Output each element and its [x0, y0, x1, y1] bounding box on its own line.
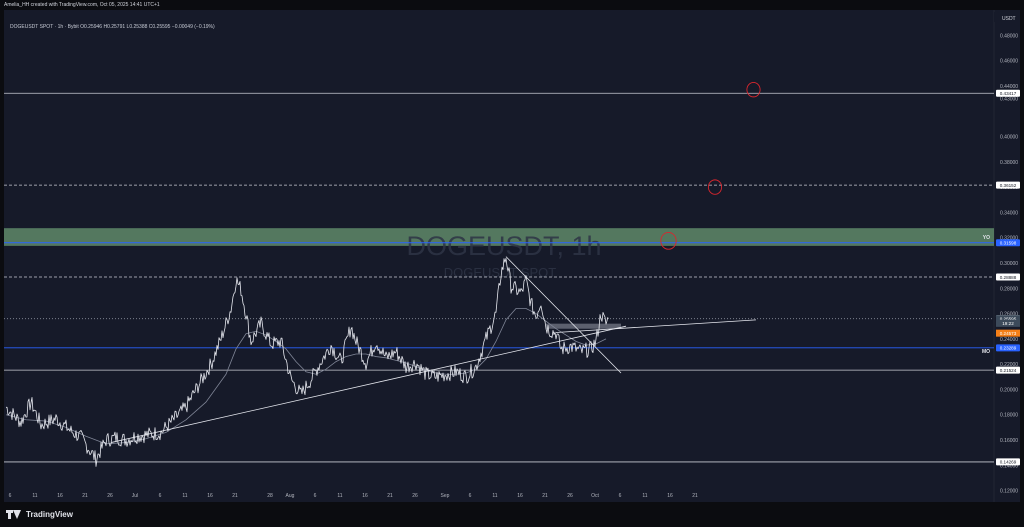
- mo-label: MO: [982, 349, 990, 355]
- consolidation-box: [546, 323, 621, 329]
- x-tick-label: 21: [542, 493, 548, 499]
- y-tick-label: 0.46000: [1000, 59, 1018, 65]
- price-tag: [996, 329, 1020, 337]
- x-tick-label: 6: [159, 493, 162, 499]
- y-tick-label: 0.32000: [1000, 236, 1018, 242]
- level-tag: [996, 273, 1020, 281]
- y-tick-label: 0.12000: [1000, 489, 1018, 495]
- price-tag: [996, 319, 1020, 327]
- trendline: [555, 319, 757, 333]
- currency-box: [994, 12, 1020, 22]
- x-tick-label: Sep: [441, 493, 450, 499]
- level-tag-label: 0.23289: [1000, 346, 1017, 351]
- x-tick-label: 21: [82, 493, 88, 499]
- price-chart[interactable]: USDT 0.48000 0.46000 0.44000 0.43000 0.40000 0…: [4, 10, 1020, 502]
- level-tag: [996, 458, 1020, 466]
- x-tick-label: 16: [667, 493, 673, 499]
- level-tag-label: 0.36152: [1000, 183, 1017, 188]
- level-tag: [996, 344, 1020, 352]
- level-tag: [996, 181, 1020, 189]
- y-tick-label: 0.44000: [1000, 84, 1018, 90]
- y-tick-label: 0.22000: [1000, 362, 1018, 368]
- yearly-open-zone: [4, 228, 994, 246]
- target-circle-annotation: [707, 179, 723, 195]
- trendline: [110, 325, 627, 443]
- price-tag-label: 0.25595: [1000, 316, 1017, 321]
- level-tag-label: 0.28888: [1000, 275, 1017, 280]
- tradingview-footer: TradingView: [6, 510, 73, 519]
- target-circle-annotation: [660, 231, 677, 250]
- level-tag-label: 0.43417: [1000, 91, 1017, 96]
- price-tag-label: 19:22: [1002, 321, 1014, 326]
- x-tick-label: 28: [267, 493, 273, 499]
- y-tick-label: 0.43000: [1000, 97, 1018, 103]
- level-tag: [996, 239, 1020, 247]
- y-tick-label: 0.18000: [1000, 413, 1018, 419]
- x-tick-label: Jul: [132, 493, 138, 499]
- x-tick-label: 6: [469, 493, 472, 499]
- target-circle-annotation: [746, 82, 761, 98]
- level-tag-label: 0.31598: [1000, 241, 1017, 246]
- level-tag-label: 0.21524: [1000, 368, 1017, 373]
- watermark-sub: DOGEUSDT SPOT: [444, 265, 557, 280]
- moving-average-line: [5, 308, 607, 445]
- x-tick-label: 26: [567, 493, 573, 499]
- y-tick-label: 0.26000: [1000, 312, 1018, 318]
- y-tick-label: 0.30000: [1000, 261, 1018, 267]
- yo-label: YO: [983, 235, 990, 241]
- y-tick-label: 0.28000: [1000, 286, 1018, 292]
- tradingview-logo-icon: [6, 510, 22, 519]
- y-tick-label: 0.16000: [1000, 438, 1018, 444]
- y-tick-label: 0.14000: [1000, 463, 1018, 469]
- x-tick-label: 6: [314, 493, 317, 499]
- currency-label: USDT: [1002, 16, 1016, 22]
- x-tick-label: 16: [57, 493, 63, 499]
- author-header: Amelia_HH created with TradingView.com, …: [4, 2, 160, 8]
- x-tick-label: 11: [642, 493, 647, 499]
- x-tick-label: 26: [107, 493, 113, 499]
- y-tick-label: 0.48000: [1000, 33, 1018, 39]
- x-tick-label: Oct: [591, 493, 599, 499]
- price-line: [5, 257, 609, 467]
- chart-area[interactable]: USDT 0.48000 0.46000 0.44000 0.43000 0.40000 0…: [4, 10, 1020, 502]
- y-tick-label: 0.38000: [1000, 160, 1018, 166]
- x-tick-label: 16: [362, 493, 368, 499]
- level-tag-label: 0.14269: [1000, 460, 1017, 465]
- ohlc-legend: DOGEUSDT SPOT · 1h · Bybit O0.25946 H0.2…: [10, 24, 215, 30]
- level-tag: [996, 89, 1020, 97]
- x-tick-label: 6: [9, 493, 12, 499]
- x-tick-label: Aug: [286, 493, 295, 499]
- x-tick-label: 11: [492, 493, 497, 499]
- watermark-symbol: DOGEUSDT, 1h: [406, 231, 601, 261]
- trendline: [505, 256, 622, 374]
- level-tag: [996, 366, 1020, 374]
- x-tick-label: 21: [387, 493, 393, 499]
- x-tick-label: 16: [517, 493, 523, 499]
- x-tick-label: 26: [412, 493, 418, 499]
- y-tick-label: 0.34000: [1000, 210, 1018, 216]
- y-tick-label: 0.24000: [1000, 337, 1018, 343]
- x-tick-label: 11: [182, 493, 187, 499]
- price-tag: [996, 315, 1020, 323]
- x-tick-label: 21: [692, 493, 698, 499]
- tradingview-brand: TradingView: [26, 510, 73, 519]
- y-tick-label: 0.40000: [1000, 134, 1018, 140]
- x-tick-label: 11: [32, 493, 37, 499]
- price-tag-label: 0.24573: [1000, 331, 1017, 336]
- x-tick-label: 6: [619, 493, 622, 499]
- x-tick-label: 11: [337, 493, 342, 499]
- y-tick-label: 0.20000: [1000, 387, 1018, 393]
- x-tick-label: 21: [232, 493, 238, 499]
- x-tick-label: 16: [207, 493, 213, 499]
